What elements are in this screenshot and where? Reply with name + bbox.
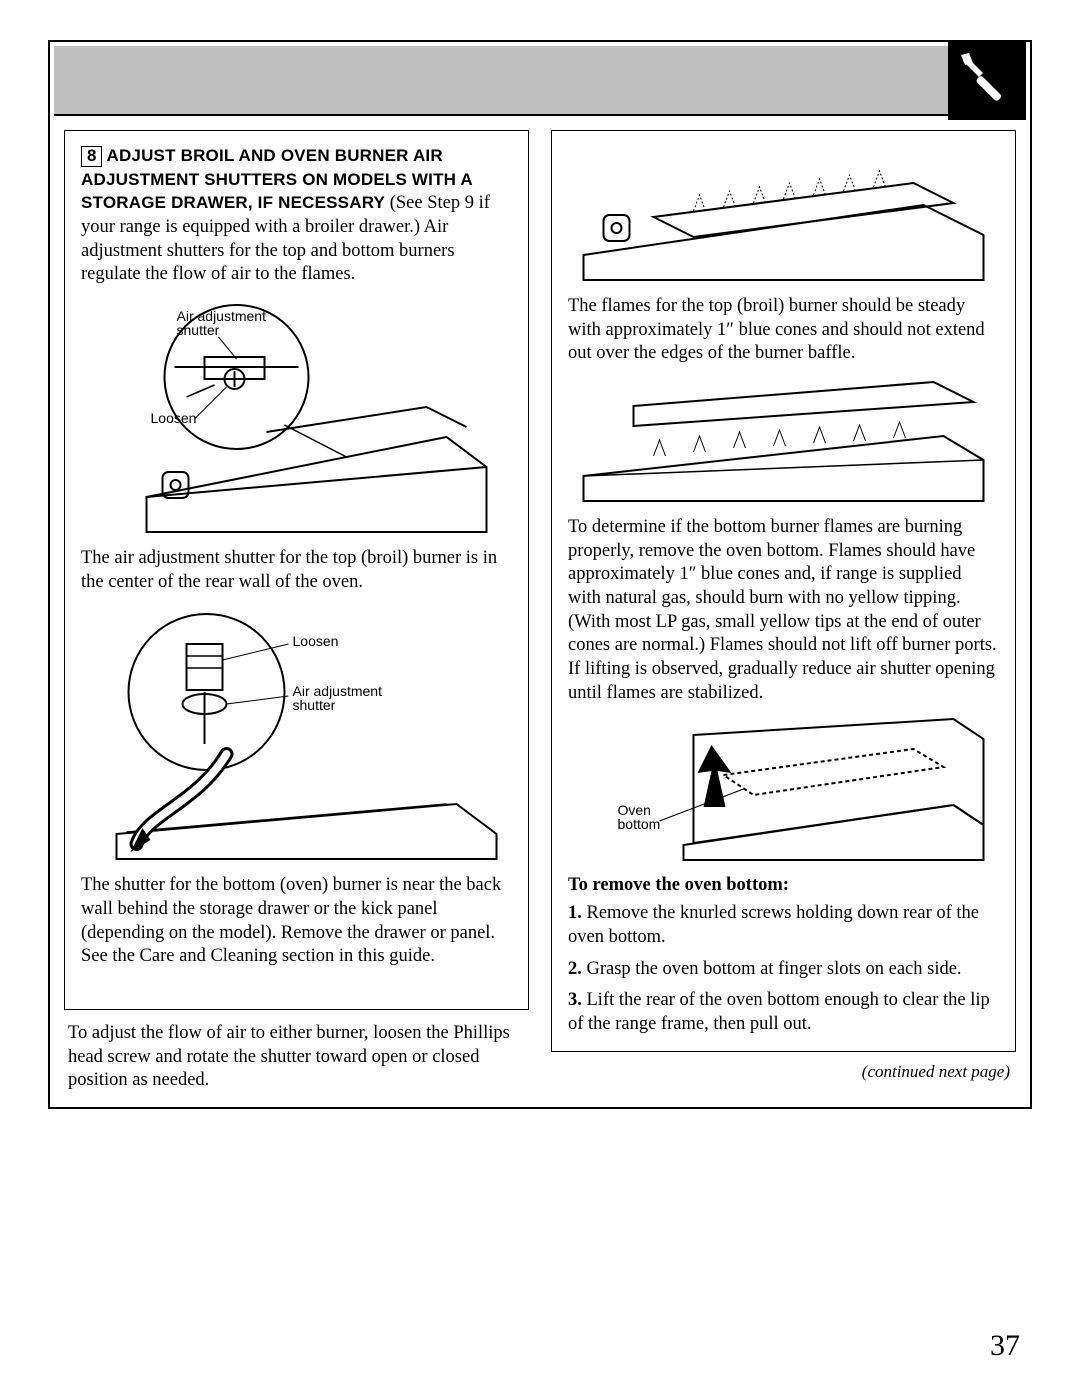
page-number: 37 bbox=[990, 1329, 1020, 1363]
right-panel: The flames for the top (broil) burner sh… bbox=[551, 130, 1016, 1052]
remove-step-1: 1. Remove the knurled screws holding dow… bbox=[568, 902, 999, 949]
screwdriver-icon bbox=[948, 42, 1026, 120]
para-bottom-shutter: The shutter for the bottom (oven) burner… bbox=[81, 874, 512, 969]
para-broil-flames: The flames for the top (broil) burner sh… bbox=[568, 295, 999, 366]
left-column: 8ADJUST BROIL AND OVEN BURNER AIR ADJUST… bbox=[64, 130, 529, 1093]
svg-text:shutter: shutter bbox=[293, 697, 336, 713]
figure-bottom-shutter: Loosen Air adjustment shutter bbox=[81, 604, 512, 864]
para-bottom-flames: To determine if the bottom burner flames… bbox=[568, 516, 999, 705]
svg-text:shutter: shutter bbox=[177, 322, 220, 338]
figure-oven-bottom: Oven bottom bbox=[568, 715, 999, 865]
remove-step-2: 2. Grasp the oven bottom at finger slots… bbox=[568, 958, 999, 982]
svg-text:bottom: bottom bbox=[618, 816, 661, 832]
remove-heading: To remove the oven bottom: bbox=[568, 875, 999, 896]
step-heading: 8ADJUST BROIL AND OVEN BURNER AIR ADJUST… bbox=[81, 145, 512, 287]
figure-top-shutter: Air adjustment shutter Loosen bbox=[81, 297, 512, 537]
figure-bottom-flames bbox=[568, 376, 999, 506]
svg-text:Loosen: Loosen bbox=[151, 410, 197, 426]
continued-label: (continued next page) bbox=[551, 1062, 1016, 1082]
para-top-shutter: The air adjustment shutter for the top (… bbox=[81, 547, 512, 594]
figure-broil-flames bbox=[568, 145, 999, 285]
svg-text:Loosen: Loosen bbox=[293, 633, 339, 649]
remove-step-3: 3. Lift the rear of the oven bottom enou… bbox=[568, 989, 999, 1036]
step-8-panel: 8ADJUST BROIL AND OVEN BURNER AIR ADJUST… bbox=[64, 130, 529, 1010]
header-bar bbox=[54, 46, 1026, 116]
step-number-box: 8 bbox=[81, 146, 102, 167]
right-column: The flames for the top (broil) burner sh… bbox=[551, 130, 1016, 1093]
para-adjust-flow: To adjust the flow of air to either burn… bbox=[64, 1022, 529, 1093]
